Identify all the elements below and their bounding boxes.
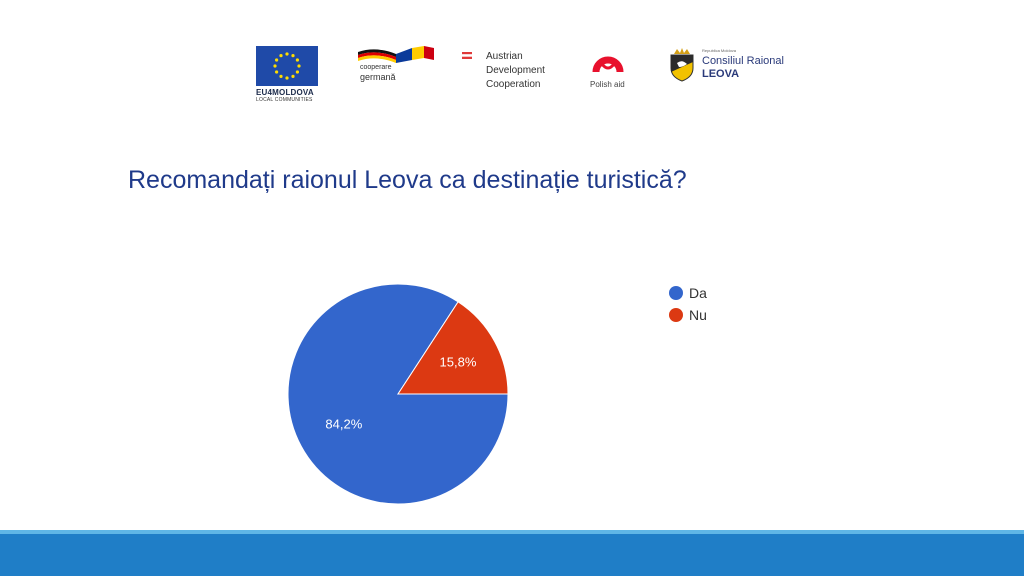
german-text-line2: germană [360,72,396,82]
legend-swatch-da [669,286,683,300]
eu-flag-icon [256,46,318,86]
austrian-text: Austrian Development Cooperation [486,50,545,92]
pie-slice-nu [397,301,509,395]
legend-label-da: Da [689,285,707,301]
consiliul-raional-logo: Republica Moldova Consiliul Raional LEOV… [668,48,798,87]
footer-accent-line [0,530,1024,534]
sponsor-logos: EU4MOLDOVA LOCAL COMMUNITIES cooperare g… [0,42,1024,114]
austrian-line1: Austrian [486,51,523,62]
footer-bar [0,534,1024,576]
leova-coat-of-arms-icon [670,48,694,82]
polish-aid-icon [592,56,624,73]
polish-aid-logo: Polish aid [588,46,632,89]
consiliul-line1: Consiliul Raional [702,55,784,67]
polish-aid-text: Polish aid [590,80,625,89]
consiliul-line2: LEOVA [702,68,740,80]
consiliul-small-text: Republica Moldova [702,48,737,53]
austrian-line3: Cooperation [486,79,541,90]
slice-label-nu: 15,8% [440,355,477,370]
austria-flag-icon [462,52,472,59]
legend-swatch-nu [669,308,683,322]
eu4moldova-subtext: LOCAL COMMUNITIES [256,97,313,103]
german-cooperation-logo: cooperare germană [356,46,436,94]
slice-label-da: 84,2% [325,416,362,431]
chart-title: Recomandați raionul Leova ca destinație … [128,166,687,194]
german-flag-ribbon-icon [358,46,434,63]
austrian-line2: Development [486,65,545,76]
legend-label-nu: Nu [689,307,707,323]
eu4moldova-logo: EU4MOLDOVA LOCAL COMMUNITIES [256,46,322,103]
eu4moldova-text: EU4MOLDOVA [256,88,314,97]
german-text-line1: cooperare [360,64,392,71]
